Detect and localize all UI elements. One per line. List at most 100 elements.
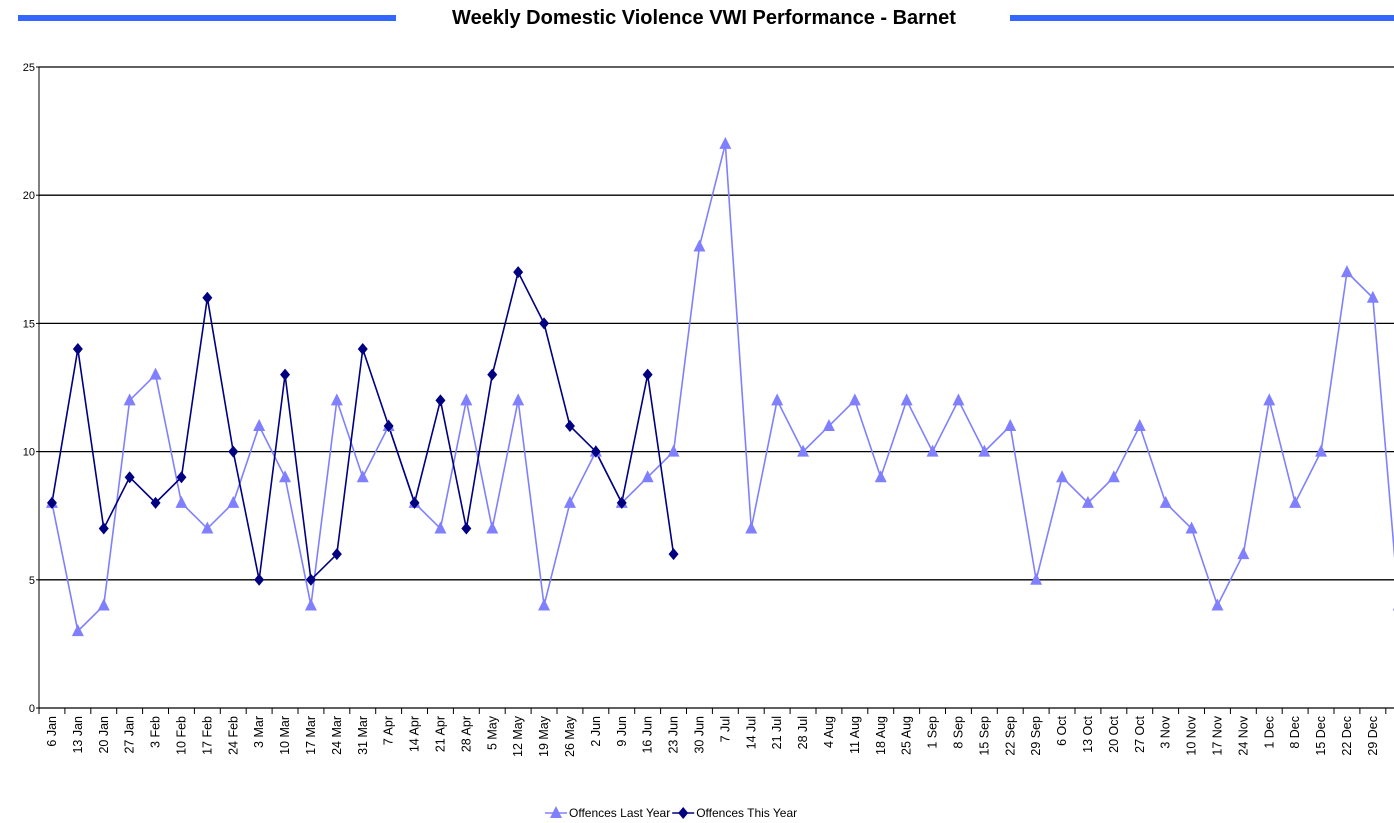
marker-diamond	[305, 573, 316, 586]
legend-symbol	[550, 806, 562, 818]
x-tick-label: 17 Nov	[1210, 715, 1224, 755]
y-tick-label: 15	[23, 318, 35, 330]
marker-diamond	[564, 419, 575, 432]
marker-triangle	[356, 470, 369, 483]
marker-diamond	[539, 317, 550, 330]
marker-diamond	[435, 394, 446, 407]
x-tick-label: 4 Aug	[822, 716, 836, 748]
marker-diamond	[409, 496, 420, 509]
x-tick-label: 1 Sep	[926, 716, 940, 749]
marker-triangle	[900, 393, 913, 406]
marker-triangle	[175, 495, 188, 508]
marker-triangle	[1159, 495, 1172, 508]
x-tick-label: 18 Aug	[874, 716, 888, 755]
title-bar-left	[18, 15, 396, 21]
marker-triangle	[253, 418, 266, 431]
marker-diamond	[280, 368, 291, 381]
marker-triangle	[719, 136, 732, 149]
x-tick-label: 28 Jul	[796, 716, 810, 749]
x-tick-label: 3 Nov	[1159, 715, 1173, 748]
marker-triangle	[279, 470, 292, 483]
marker-diamond	[150, 496, 161, 509]
marker-triangle	[123, 393, 136, 406]
x-tick-label: 3 Mar	[252, 716, 266, 748]
marker-triangle	[771, 393, 784, 406]
marker-triangle	[563, 495, 576, 508]
marker-triangle	[201, 521, 214, 534]
x-tick-label: 10 Feb	[174, 716, 188, 755]
marker-triangle	[486, 521, 499, 534]
x-tick-label: 26 May	[563, 715, 577, 757]
marker-triangle	[149, 367, 162, 380]
x-tick-label: 24 Feb	[226, 716, 240, 755]
marker-diamond	[616, 496, 627, 509]
marker-diamond	[461, 522, 472, 535]
marker-triangle	[848, 393, 861, 406]
marker-triangle	[1211, 598, 1224, 611]
x-tick-label: 31 Mar	[356, 716, 370, 755]
marker-diamond	[642, 368, 653, 381]
x-tick-label: 8 Dec	[1288, 716, 1302, 749]
marker-triangle	[1030, 572, 1043, 585]
x-tick-label: 11 Aug	[848, 716, 862, 754]
marker-triangle	[460, 393, 473, 406]
marker-triangle	[667, 444, 680, 457]
x-tick-label: 1 Dec	[1262, 716, 1276, 749]
chart-title: Weekly Domestic Violence VWI Performance…	[452, 7, 956, 29]
x-tick-label: 15 Sep	[977, 716, 991, 756]
marker-triangle	[1366, 290, 1379, 303]
x-tick-label: 22 Sep	[1003, 716, 1017, 756]
title-bar-right	[1010, 15, 1394, 21]
x-tick-label: 23 Jun	[667, 716, 681, 754]
x-tick-label: 3 Feb	[149, 716, 163, 748]
marker-triangle	[978, 444, 991, 457]
marker-triangle	[693, 239, 706, 252]
legend-symbol	[678, 807, 689, 819]
x-tick-label: 24 Mar	[330, 716, 344, 755]
marker-diamond	[124, 471, 135, 484]
marker-diamond	[228, 445, 239, 458]
marker-triangle	[1263, 393, 1276, 406]
x-tick-label: 7 Apr	[382, 716, 396, 745]
x-tick-label: 6 Oct	[1055, 715, 1069, 745]
marker-triangle	[1185, 521, 1198, 534]
marker-triangle	[227, 495, 240, 508]
marker-triangle	[434, 521, 447, 534]
legend-label: Offences This Year	[696, 806, 797, 820]
x-tick-label: 6 Jan	[45, 716, 59, 747]
y-tick-label: 10	[23, 447, 35, 459]
x-tick-label: 27 Jan	[123, 716, 137, 754]
marker-diamond	[383, 419, 394, 432]
marker-triangle	[1315, 444, 1328, 457]
x-tick-label: 19 May	[537, 715, 551, 757]
x-tick-label: 2 Jun	[589, 716, 603, 747]
marker-diamond	[590, 445, 601, 458]
marker-triangle	[874, 470, 887, 483]
x-tick-label: 10 Mar	[278, 716, 292, 755]
y-tick-label: 20	[23, 190, 35, 202]
marker-diamond	[487, 368, 498, 381]
x-tick-label: 21 Apr	[433, 716, 447, 752]
x-tick-label: 10 Nov	[1185, 715, 1199, 755]
marker-triangle	[304, 598, 317, 611]
marker-triangle	[745, 521, 758, 534]
marker-diamond	[357, 343, 368, 356]
marker-triangle	[926, 444, 939, 457]
x-tick-label: 16 Jun	[641, 716, 655, 754]
x-tick-label: 27 Oct	[1133, 715, 1147, 752]
marker-triangle	[512, 393, 525, 406]
marker-triangle	[330, 393, 343, 406]
x-tick-label: 14 Jul	[744, 716, 758, 749]
x-tick-label: 20 Jan	[97, 716, 111, 754]
x-tick-label: 29 Sep	[1029, 716, 1043, 756]
x-tick-label: 28 Apr	[459, 716, 473, 752]
marker-diamond	[46, 496, 57, 509]
marker-diamond	[331, 548, 342, 561]
series-line	[51, 143, 1394, 633]
x-tick-label: 13 Oct	[1081, 715, 1095, 752]
marker-triangle	[1004, 418, 1017, 431]
marker-triangle	[1340, 265, 1353, 278]
x-tick-label: 21 Jul	[770, 716, 784, 749]
